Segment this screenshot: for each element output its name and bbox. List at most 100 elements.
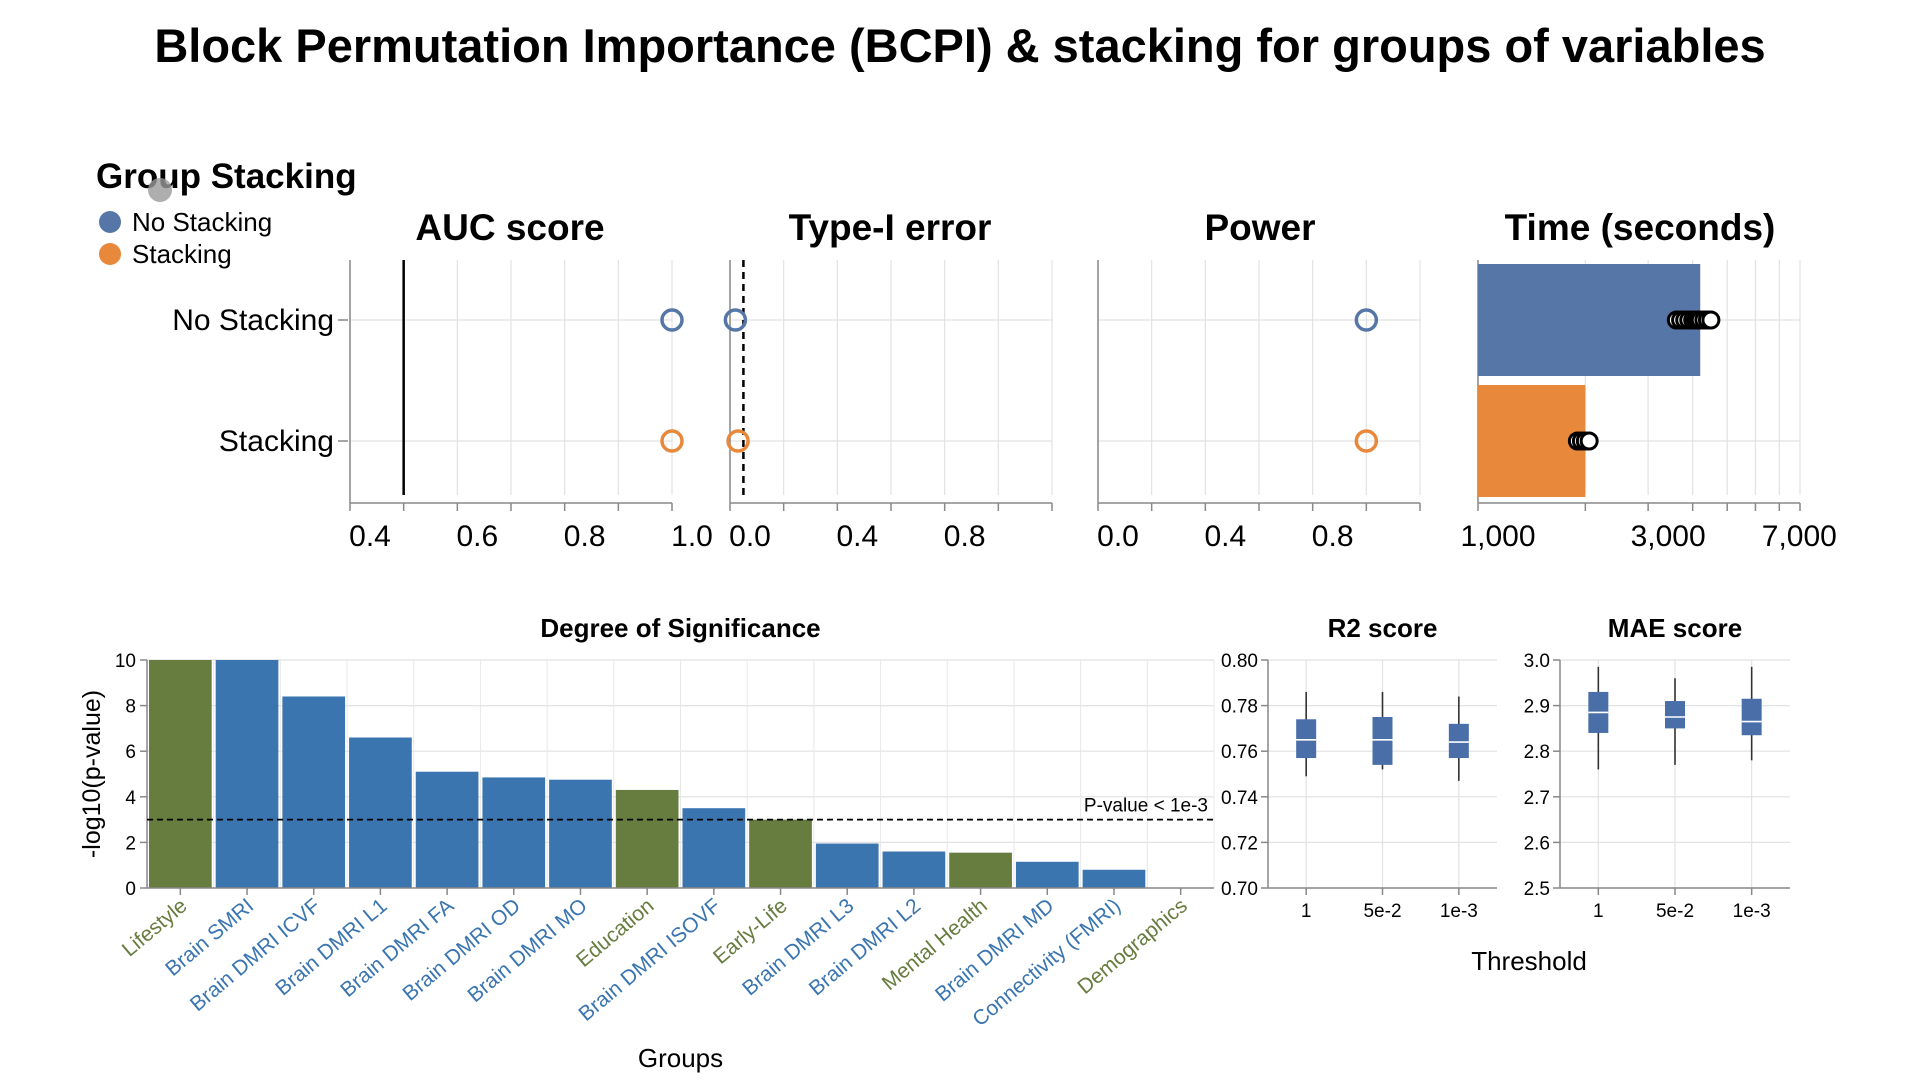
bar: [549, 779, 612, 888]
bar: [349, 737, 412, 888]
y-tick-label: 0.70: [1221, 879, 1258, 900]
data-point: [660, 308, 684, 332]
bar: [615, 789, 679, 888]
bar: [282, 696, 346, 888]
box: [1741, 698, 1762, 736]
y-tick-label: 6: [125, 742, 136, 763]
data-point: [723, 308, 748, 332]
y-tick-label: 0: [125, 879, 136, 900]
legend-item: Stacking: [132, 239, 232, 269]
bar: [1478, 264, 1701, 376]
x-tick-label: 0.0: [1097, 520, 1139, 553]
y-tick-label: 0.76: [1221, 742, 1258, 763]
panel-significance: Degree of Significance 0 2 4 6 8 10 P-value < 1…: [78, 613, 1215, 1073]
box: [1372, 717, 1393, 765]
y-tick-label: 2: [125, 833, 136, 854]
x-tick-label: 1e-3: [1440, 901, 1478, 922]
y-tick-label: 0.78: [1221, 697, 1258, 718]
x-tick-label: 0.4: [836, 520, 878, 553]
x-tick-label: 0.4: [349, 520, 391, 553]
bar: [482, 777, 546, 888]
x-tick-label: 5e-2: [1363, 901, 1401, 922]
x-axis-label: Threshold: [1471, 946, 1587, 976]
data-point: [660, 429, 684, 453]
bar: [682, 808, 746, 888]
y-tick-label: 2.9: [1524, 697, 1550, 718]
panel-type1: Type-I error 0.0 0.4 0.8: [723, 207, 1053, 553]
panel-title: Degree of Significance: [540, 613, 820, 643]
legend-swatch: [99, 243, 121, 265]
panel-power: Power 0.0 0.4 0.8: [1097, 207, 1421, 553]
legend-title: Group Stacking: [96, 157, 357, 196]
y-tick-label: 0.74: [1221, 788, 1258, 809]
bar: [1478, 385, 1586, 497]
data-point: [726, 429, 750, 453]
panel-title: MAE score: [1608, 613, 1742, 643]
y-axis-label: -log10(p-value): [78, 690, 106, 858]
y-tick-label: 3.0: [1524, 651, 1550, 672]
legend-item: No Stacking: [132, 207, 272, 237]
x-tick-label: Brain DMRI L2: [805, 894, 925, 1000]
panel-time: Time (seconds) 1,000 3,000 7,000: [1460, 207, 1836, 553]
x-tick-label: 5e-2: [1656, 901, 1694, 922]
data-point: [1354, 308, 1379, 332]
x-tick-label: 0.8: [564, 520, 606, 553]
y-tick-label: 2.5: [1524, 879, 1550, 900]
y-tick-label: 10: [115, 651, 136, 672]
x-tick-label: 3,000: [1631, 520, 1706, 553]
x-tick-label: 1.0: [671, 520, 713, 553]
box: [1296, 719, 1317, 759]
x-tick-label: Brain DMRI MO: [463, 894, 591, 1007]
x-tick-label: Brain DMRI MD: [931, 894, 1058, 1006]
row-label: Stacking: [219, 425, 334, 458]
x-tick-label: 0.0: [729, 520, 771, 553]
bar: [882, 851, 946, 888]
y-tick-label: 4: [125, 788, 136, 809]
panel-title: Type-I error: [789, 207, 992, 248]
x-tick-label: 7,000: [1762, 520, 1837, 553]
x-tick-label: 1,000: [1460, 520, 1535, 553]
panel-title: Power: [1204, 207, 1315, 248]
threshold-label: P-value < 1e-3: [1084, 796, 1208, 817]
legend-swatch: [99, 211, 121, 233]
panel-r2: R2 score 0.70 0.72 0.74 0.76 0.78 0.80 1 5e-2 1e-…: [1221, 613, 1497, 922]
bar: [949, 852, 1012, 888]
y-tick-label: 2.6: [1524, 833, 1550, 854]
x-axis-label: Groups: [638, 1043, 723, 1073]
x-tick-label: Brain DMRI FA: [336, 894, 458, 1002]
box: [1448, 723, 1469, 759]
box: [1665, 701, 1685, 729]
x-tick-label: 0.4: [1204, 520, 1246, 553]
x-tick-label: 1: [1593, 901, 1604, 922]
bar: [149, 660, 212, 888]
bar: [215, 660, 279, 888]
data-point: [1579, 431, 1599, 451]
bar: [749, 819, 812, 888]
data-point: [1354, 429, 1379, 453]
x-tick-label: Brain DMRI OD: [398, 894, 525, 1005]
x-tick-label: 1: [1301, 901, 1312, 922]
y-tick-label: 0.72: [1221, 833, 1258, 854]
y-tick-label: 2.7: [1524, 788, 1550, 809]
row-label: No Stacking: [172, 304, 334, 337]
bar: [415, 771, 479, 888]
y-tick-label: 0.80: [1221, 651, 1258, 672]
x-tick-label: 1e-3: [1733, 901, 1771, 922]
x-tick-label: Brain DMRI L1: [271, 894, 391, 1000]
panel-title: R2 score: [1328, 613, 1438, 643]
x-tick-label: 0.6: [456, 520, 498, 553]
data-point: [1701, 310, 1721, 330]
bar: [1082, 869, 1146, 888]
cursor-marker: [148, 178, 172, 202]
x-tick-label: 0.8: [944, 520, 986, 553]
panel-title: Time (seconds): [1505, 207, 1776, 248]
page-title: Block Permutation Importance (BCPI) & st…: [154, 19, 1766, 72]
bar: [1015, 861, 1079, 888]
x-tick-label: 0.8: [1312, 520, 1354, 553]
bar: [815, 843, 879, 888]
panel-mae: MAE score 2.5 2.6 2.7 2.8 2.9 3.0 1 5e-2 1e-3: [1524, 613, 1790, 922]
panel-title: AUC score: [415, 207, 604, 248]
panel-auc: AUC score 0.4 0.6 0.8 1.0: [349, 207, 713, 553]
